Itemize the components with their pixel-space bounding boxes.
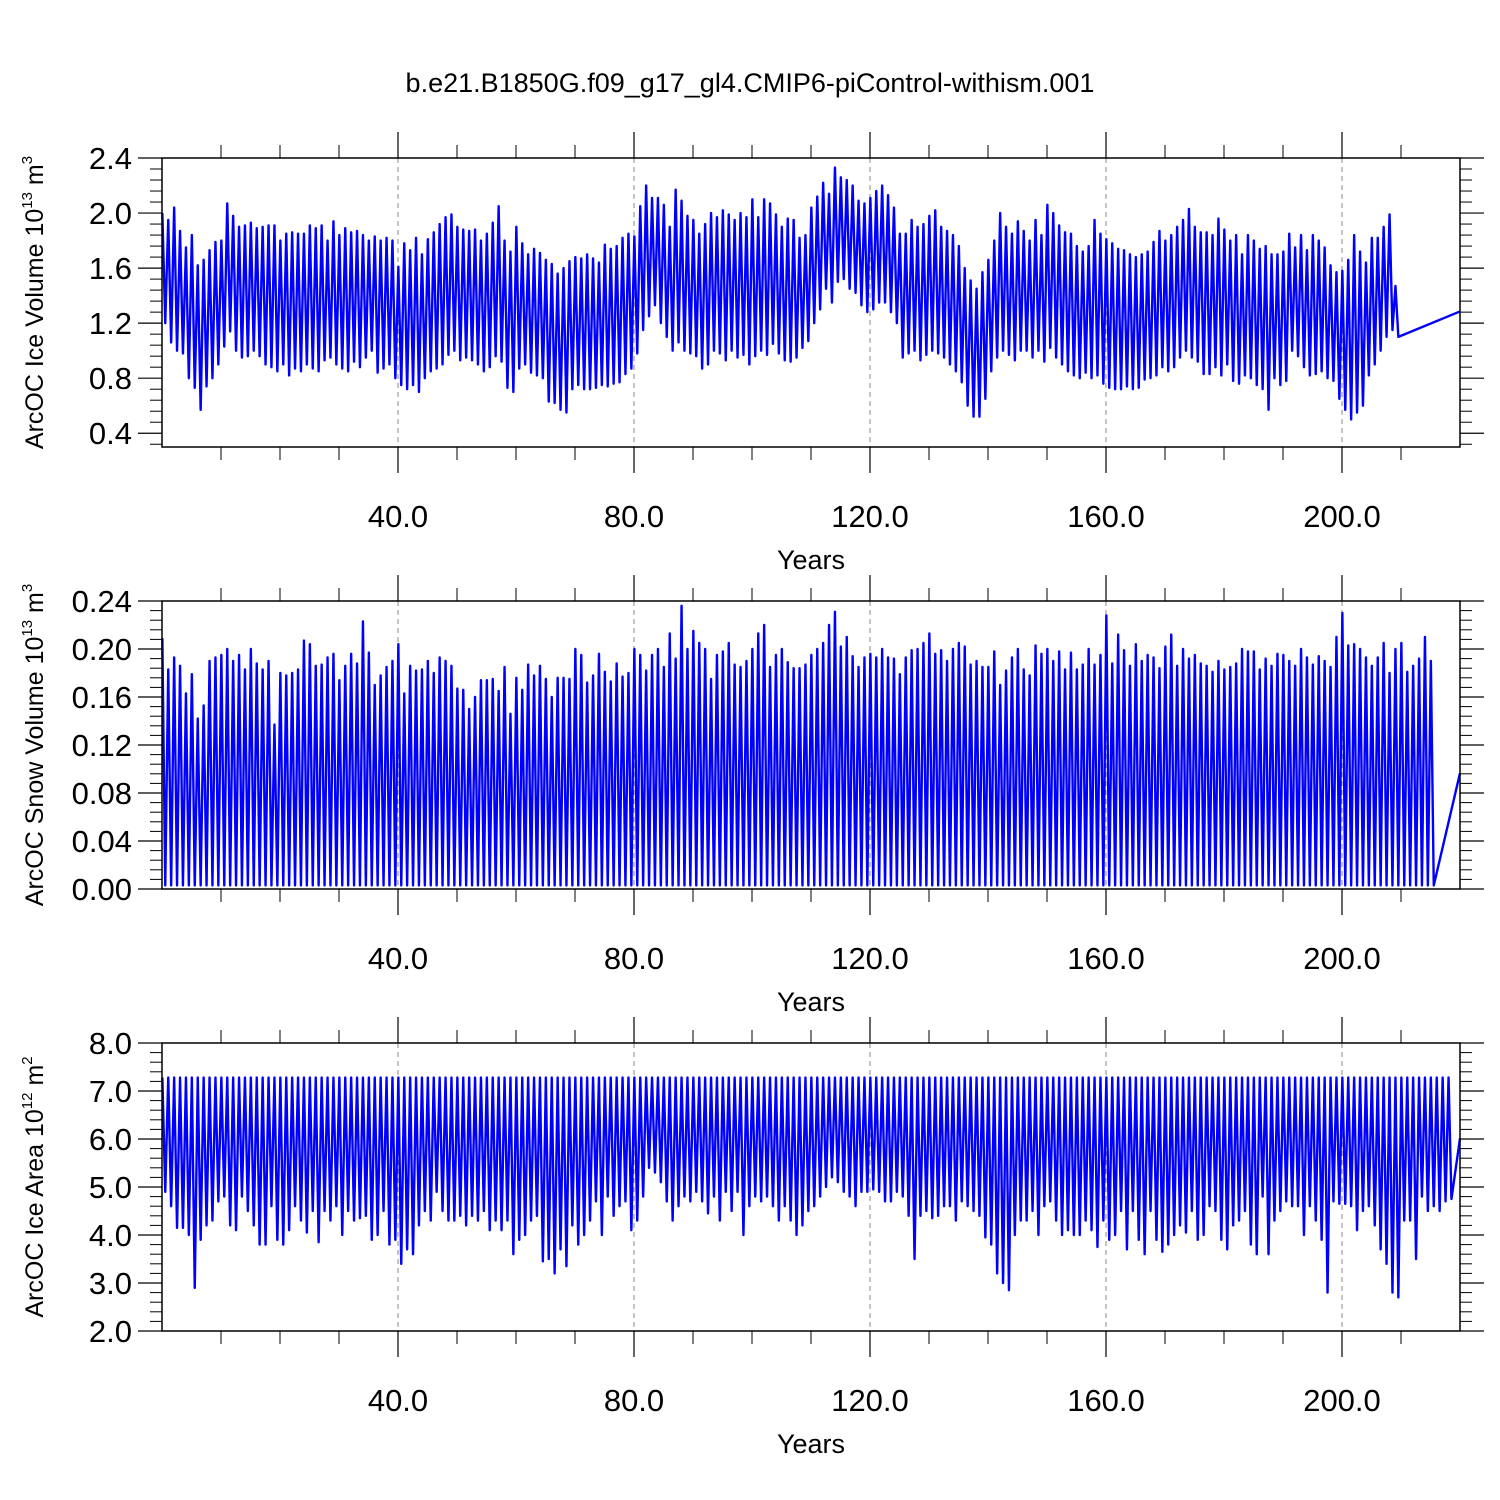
x-tick-label: 40.0	[368, 499, 428, 534]
y-tick-label: 0.16	[72, 680, 132, 715]
x-tick-label: 120.0	[831, 1383, 909, 1418]
series-line-0	[161, 166, 1461, 421]
x-tick-label: 80.0	[604, 941, 664, 976]
y-tick-label: 2.0	[89, 196, 132, 231]
y-tick-label: 1.2	[89, 306, 132, 341]
x-tick-label: 200.0	[1303, 1383, 1381, 1418]
y-tick-label: 0.04	[72, 824, 132, 859]
x-tick-label: 160.0	[1067, 499, 1145, 534]
x-axis-label: Years	[777, 987, 845, 1017]
y-axis-label: ArcOC Snow Volume 1013 m3	[19, 584, 49, 906]
x-tick-label: 160.0	[1067, 941, 1145, 976]
y-tick-label: 3.0	[89, 1266, 132, 1301]
y-axis-label: ArcOC Ice Volume 1013 m3	[19, 156, 49, 449]
x-tick-label: 200.0	[1303, 499, 1381, 534]
y-tick-label: 0.20	[72, 632, 132, 667]
x-tick-label: 40.0	[368, 1383, 428, 1418]
y-tick-label: 2.0	[89, 1314, 132, 1349]
series-line-1	[161, 604, 1462, 887]
x-tick-label: 160.0	[1067, 1383, 1145, 1418]
y-tick-label: 1.6	[89, 251, 132, 286]
x-tick-label: 200.0	[1303, 941, 1381, 976]
y-tick-label: 5.0	[89, 1170, 132, 1205]
y-tick-label: 6.0	[89, 1122, 132, 1157]
y-tick-label: 0.08	[72, 776, 132, 811]
x-tick-label: 80.0	[604, 499, 664, 534]
y-tick-label: 0.12	[72, 728, 132, 763]
x-axis-label: Years	[777, 545, 845, 575]
y-tick-label: 8.0	[89, 1026, 132, 1061]
y-axis-label: ArcOC Ice Area 1012 m2	[19, 1056, 49, 1317]
x-tick-label: 40.0	[368, 941, 428, 976]
y-tick-label: 4.0	[89, 1218, 132, 1253]
panel-ice-volume: 40.0 80.0 120.0 160.0 200.0 0.4 0.8 1.2 1.6 2.0 2.…	[19, 132, 1484, 575]
y-tick-label: 0.00	[72, 872, 132, 907]
y-tick-label: 2.4	[89, 141, 132, 176]
x-tick-label: 80.0	[604, 1383, 664, 1418]
y-tick-label: 0.24	[72, 584, 132, 619]
figure-title: b.e21.B1850G.f09_g17_gl4.CMIP6-piControl…	[406, 68, 1095, 98]
panel-ice-area: 40.0 80.0 120.0 160.0 200.0 2.0 3.0 4.0 5.0 6.0 7.…	[19, 1017, 1484, 1459]
x-axis-label: Years	[777, 1429, 845, 1459]
x-tick-label: 120.0	[831, 499, 909, 534]
y-tick-label: 0.8	[89, 361, 132, 396]
x-tick-label: 120.0	[831, 941, 909, 976]
y-tick-label: 0.4	[89, 416, 132, 451]
panel-snow-volume: 40.0 80.0 120.0 160.0 200.0 0.00 0.04 0.08 0.12 0…	[19, 575, 1484, 1017]
series-line-2	[161, 1076, 1462, 1299]
y-tick-label: 7.0	[89, 1074, 132, 1109]
